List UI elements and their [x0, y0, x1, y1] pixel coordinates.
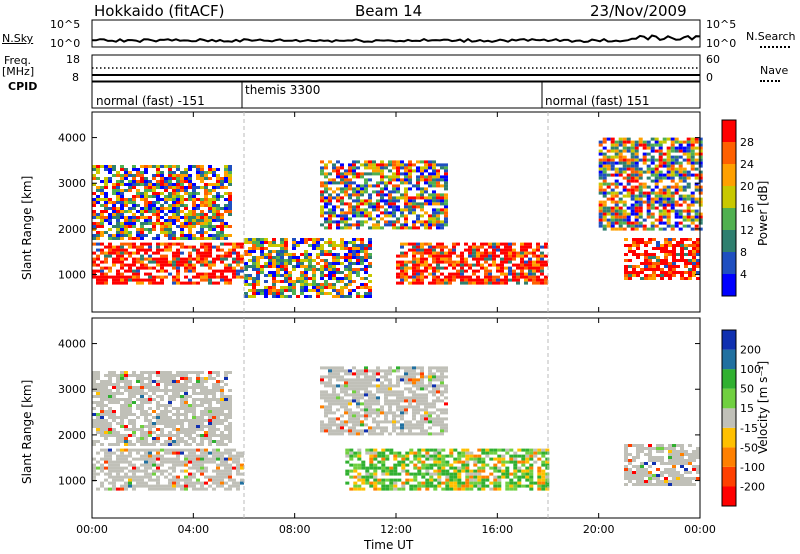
power-colorbar-swatch-0	[722, 274, 736, 296]
xtick-1: 04:00	[177, 523, 209, 536]
velocity-colorbar-tick-0: 200	[740, 344, 761, 357]
cpid-mode-2: themis 3300	[245, 83, 321, 97]
power-colorbar-tick-5: 8	[740, 246, 747, 259]
power-colorbar-tick-2: 20	[740, 180, 754, 193]
freq-unit: [MHz]	[2, 65, 35, 78]
velocity-ytick-3000: 3000	[58, 383, 86, 396]
power-colorbar-swatch-3	[722, 208, 736, 230]
power-colorbar-swatch-4	[722, 186, 736, 208]
xtick-0: 00:00	[76, 523, 108, 536]
power-ytick-4000: 4000	[58, 132, 86, 145]
velocity-colorbar-tick-7: -200	[740, 480, 765, 493]
freq-label: Freq.	[4, 54, 32, 67]
velocity-colorbar-swatch-7	[722, 349, 736, 370]
freq-tick-top: 18	[66, 53, 80, 66]
velocity-colorbar-swatch-3	[722, 427, 736, 448]
velocity-region-1	[92, 371, 232, 446]
velocity-region-0	[92, 448, 244, 491]
velocity-ytick-2000: 2000	[58, 429, 86, 442]
nsearch-label: N.Search	[746, 30, 796, 43]
power-region-3	[320, 160, 448, 230]
velocity-colorbar-tick-4: -15	[740, 422, 758, 435]
power-colorbar-swatch-1	[722, 252, 736, 274]
power-ytick-1000: 1000	[58, 269, 86, 282]
cpid-mode-1: normal (fast) -151	[96, 94, 205, 108]
velocity-colorbar-tick-1: 100	[740, 363, 761, 376]
xtick-5: 20:00	[583, 523, 615, 536]
power-colorbar-tick-3: 16	[740, 202, 754, 215]
velocity-ytick-1000: 1000	[58, 475, 86, 488]
nave-tick-bottom: 0	[706, 71, 713, 84]
velocity-colorbar-tick-2: 50	[740, 383, 754, 396]
power-region-6	[598, 137, 703, 231]
power-ytick-3000: 3000	[58, 177, 86, 190]
date-label: 23/Nov/2009	[590, 2, 687, 20]
nsky-panel	[91, 19, 701, 48]
power-colorbar-tick-6: 4	[740, 268, 747, 281]
power-region-4	[396, 242, 548, 285]
nsky-trace	[91, 34, 701, 44]
nsky-tick-bottom: 10^0	[50, 37, 81, 50]
velocity-region-4	[624, 444, 700, 486]
xtick-2: 08:00	[279, 523, 311, 536]
nave-label: Nave	[760, 64, 789, 77]
velocity-heatmap	[92, 366, 700, 491]
nsky-label: N.Sky	[2, 32, 34, 45]
beam-label: Beam 14	[355, 2, 423, 20]
power-region-5	[624, 238, 700, 280]
power-region-2	[244, 238, 372, 298]
velocity-region-2	[345, 448, 550, 491]
velocity-colorbar-swatch-5	[722, 388, 736, 409]
nave-legend-line	[760, 80, 780, 82]
power-ytick-2000: 2000	[58, 223, 86, 236]
freq-tick-bottom: 8	[72, 71, 79, 84]
x-axis-label: Time UT	[364, 538, 414, 552]
nsearch-tick-bottom: 10^0	[706, 37, 737, 50]
power-heatmap	[92, 137, 703, 298]
power-colorbar-tick-1: 24	[740, 158, 754, 171]
velocity-colorbar-swatch-6	[722, 369, 736, 389]
xtick-4: 16:00	[481, 523, 513, 536]
power-region-0	[92, 242, 244, 285]
nsky-tick-top: 10^5	[50, 18, 81, 31]
power-colorbar-swatch-7	[722, 120, 736, 142]
velocity-colorbar-swatch-8	[722, 330, 736, 350]
velocity-ytick-4000: 4000	[58, 338, 86, 351]
velocity-colorbar-tick-3: 15	[740, 402, 754, 415]
power-colorbar-swatch-5	[722, 164, 736, 186]
nave-tick-top: 60	[706, 53, 720, 66]
power-colorbar-tick-0: 28	[740, 136, 754, 149]
power-colorbar-tick-4: 12	[740, 224, 754, 237]
xtick-6: 00:00	[684, 523, 716, 536]
cpid-label: CPID	[8, 80, 38, 93]
power-colorbar-swatch-6	[722, 142, 736, 164]
nsearch-tick-top: 10^5	[706, 18, 737, 31]
velocity-colorbar-swatch-2	[722, 447, 736, 467]
power-colorbar-swatch-2	[722, 230, 736, 252]
velocity-region-3	[320, 366, 448, 436]
station-title: Hokkaido (fitACF)	[94, 2, 225, 20]
velocity-colorbar-swatch-4	[722, 408, 736, 428]
xtick-3: 12:00	[380, 523, 412, 536]
velocity-colorbar-swatch-1	[722, 466, 736, 487]
nsearch-legend-line	[760, 46, 790, 48]
cpid-mode-3: normal (fast) 151	[545, 94, 650, 108]
velocity-colorbar-swatch-0	[722, 486, 736, 506]
velocity-colorbar-tick-6: -100	[740, 461, 765, 474]
cpid-panel	[91, 81, 701, 109]
velocity-colorbar-tick-5: -50	[740, 441, 758, 454]
power-region-1	[92, 165, 232, 240]
